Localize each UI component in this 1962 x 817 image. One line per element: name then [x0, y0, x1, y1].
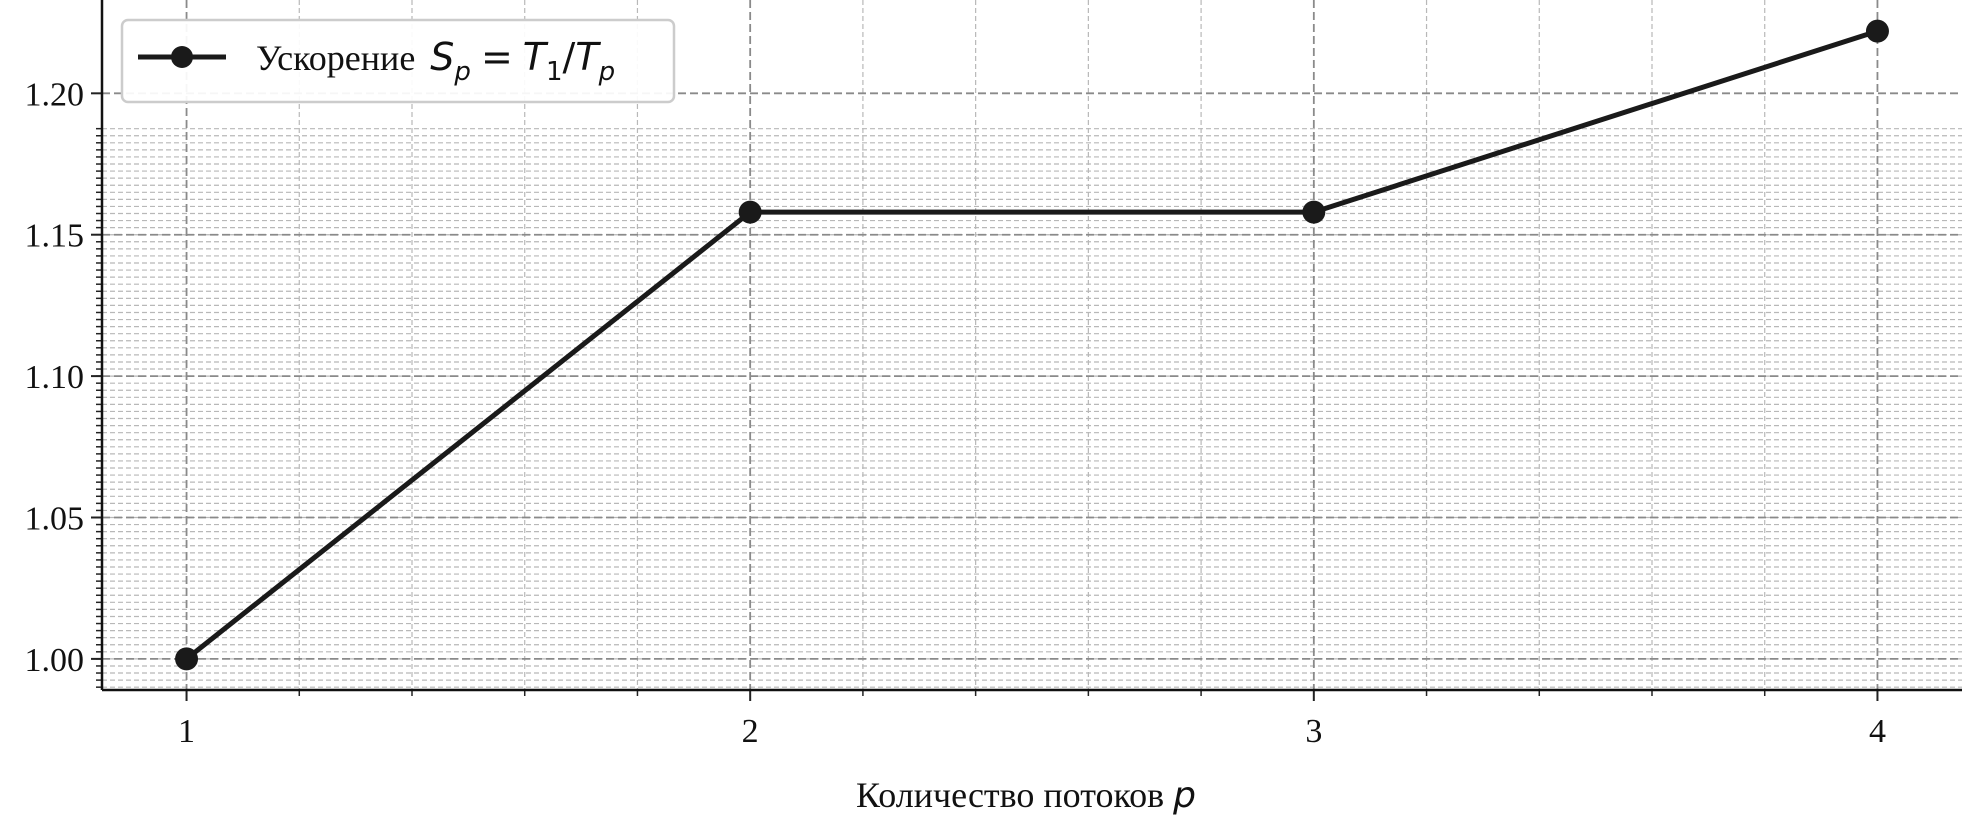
speedup-point [1302, 200, 1326, 224]
x-axis-label: Количество потоков p [856, 775, 1196, 816]
minor-grid [102, 0, 1962, 690]
x-tick-label: 1 [178, 713, 195, 750]
y-tick-label: 1.20 [25, 76, 85, 113]
speedup-line [184, 28, 1879, 661]
speedup-point [175, 647, 199, 671]
axes [91, 0, 1962, 701]
x-axis-symbol: p [1172, 775, 1196, 816]
x-tick-label: 2 [742, 713, 759, 750]
y-tick-label: 1.15 [25, 218, 85, 255]
y-tick-labels: 1.00 1.05 1.10 1.15 1.20 [25, 76, 85, 679]
x-tick-labels: 1 2 3 4 [178, 713, 1886, 750]
x-tick-label: 4 [1869, 713, 1886, 750]
speedup-point [1865, 19, 1889, 43]
major-grid [102, 0, 1962, 690]
legend-label: Ускорение Sp = T1/Tp [256, 35, 615, 87]
y-tick-label: 1.00 [25, 642, 85, 679]
x-tick-label: 3 [1305, 713, 1322, 750]
legend-marker-sample [171, 46, 193, 68]
y-tick-label: 1.05 [25, 501, 85, 538]
series-layer [175, 19, 1889, 671]
legend-box [120, 18, 676, 104]
legend: Ускорение Sp = T1/Tp [120, 18, 676, 104]
speedup-point [738, 200, 762, 224]
y-tick-label: 1.10 [25, 359, 85, 396]
